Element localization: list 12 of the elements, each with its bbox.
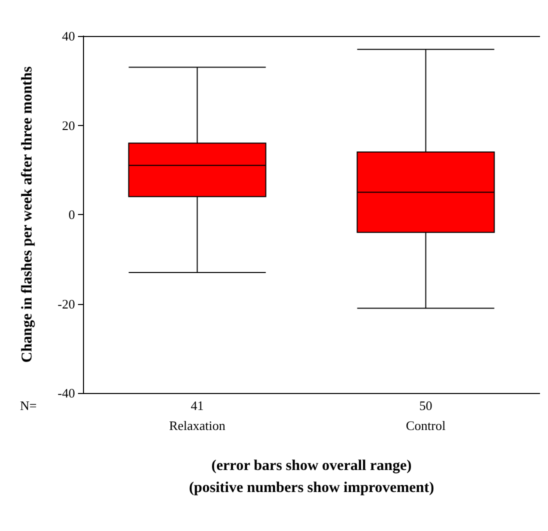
y-tick-label: 0 (68, 207, 75, 222)
y-tick-label: -40 (58, 386, 75, 400)
x-axis-title: (error bars show overall range) (positive numbers show improvement) (188, 458, 434, 496)
y-tick-label: 40 (62, 28, 75, 44)
text: N= (20, 398, 37, 413)
text: 41 (190, 398, 204, 413)
y-axis-title: Change in flashes per week after three months (20, 66, 36, 363)
text: 50 (419, 398, 432, 413)
x-tick-label: Relaxation (169, 418, 226, 433)
y-tick-label: 20 (62, 118, 75, 133)
y-tick-label: -20 (58, 296, 75, 312)
x-tick-label: Control (406, 418, 446, 433)
